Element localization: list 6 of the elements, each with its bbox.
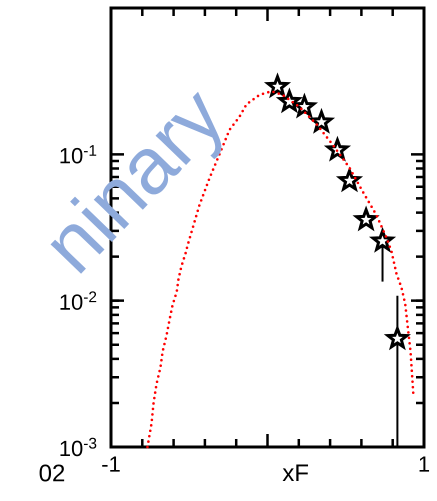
text: 02 [40,464,64,482]
x-tick-label: 1 [420,456,430,472]
x-axis-title: xF [282,464,308,482]
y-tick-label: 10$^{-2}$ [60,291,96,310]
y-tick-label: 10$^{-3}$ [60,438,96,456]
x-tick-label: -1 [102,456,120,472]
